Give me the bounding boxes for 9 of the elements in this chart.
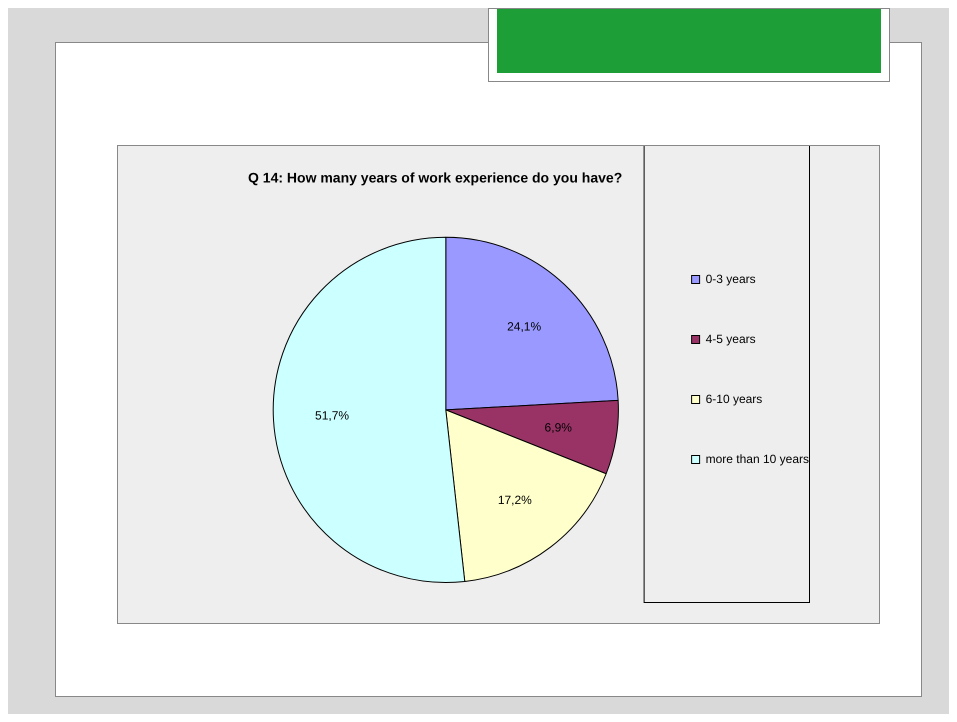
data-label: 51,7% (315, 408, 350, 422)
text: Q 14: How many years of work experience do you have? (248, 169, 622, 186)
legend-label: 4-5 years (706, 332, 756, 346)
data-label: 24,1% (507, 319, 542, 334)
legend-label: 6-10 years (706, 392, 762, 406)
data-label: 17,2% (498, 492, 532, 507)
legend-label: more than 10 years (706, 452, 809, 466)
legend-label: 0-3 years (706, 272, 756, 286)
data-label: 6,9% (544, 420, 572, 435)
